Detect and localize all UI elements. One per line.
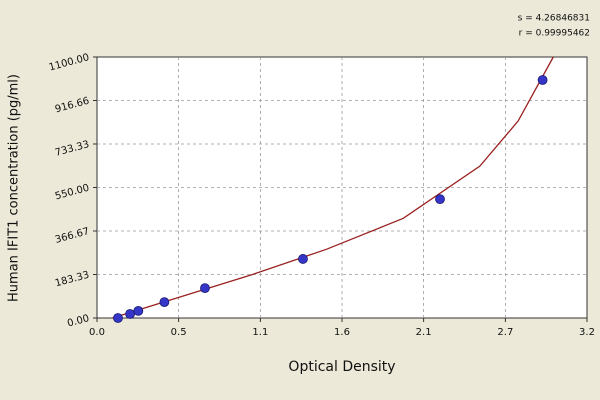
data-point [435,194,445,205]
data-point [298,254,308,264]
data-point [113,313,123,323]
x-tick-label: 0.5 [171,327,187,338]
annotation: r = 0.99995462 [519,29,590,39]
x-tick-label: 3.2 [579,327,595,338]
data-point [200,283,210,294]
x-tick-label: 1.1 [252,327,268,338]
x-axis-label: Optical Density [288,359,395,375]
x-tick-label: 2.7 [497,327,513,338]
data-point [159,297,170,308]
x-tick-label: 0.0 [89,327,105,338]
data-point [537,75,548,85]
data-point [125,309,135,319]
data-point [133,305,144,316]
annotation: s = 4.26846831 [518,14,590,24]
y-axis-label: Human IFIT1 concentration (pg/ml) [7,74,22,302]
x-tick-label: 1.6 [334,327,350,338]
fit-curve [112,56,554,319]
x-tick-label: 2.1 [416,327,432,338]
